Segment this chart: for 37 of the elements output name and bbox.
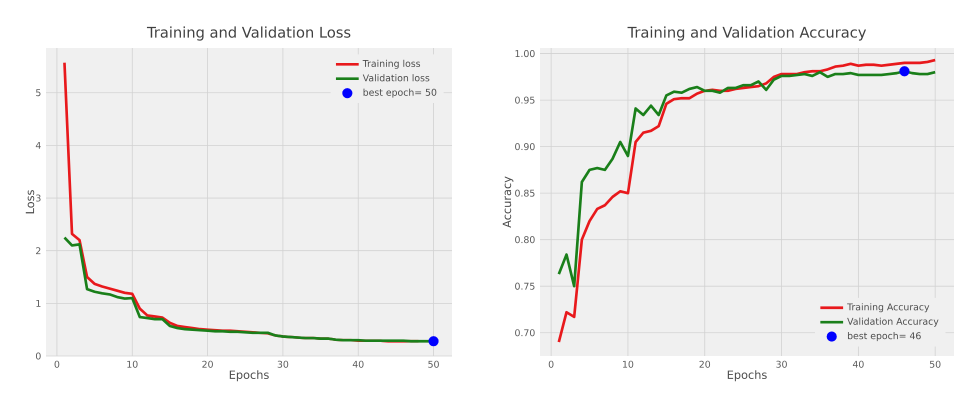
x-tick-label: 40 xyxy=(852,360,864,368)
y-tick-label: 0 xyxy=(36,352,41,360)
legend-label: Training loss xyxy=(362,60,420,69)
legend-label: best epoch= 50 xyxy=(364,88,436,98)
y-tick-label: 0.85 xyxy=(515,190,534,197)
y-tick-label: 1 xyxy=(36,300,40,307)
x-tick-label: 0 xyxy=(54,360,60,368)
x-tick-label: 10 xyxy=(127,360,138,368)
x-axis-title: Epochs xyxy=(230,370,269,382)
chart-title: Training and Validation Loss xyxy=(146,26,350,41)
x-axis-title: Epochs xyxy=(728,370,767,382)
legend-label: Training Accuracy xyxy=(847,303,930,312)
y-tick-label: 0.90 xyxy=(515,143,535,150)
y-tick-label: 5 xyxy=(36,89,40,96)
x-tick-label: 30 xyxy=(278,360,288,368)
x-tick-label: 50 xyxy=(930,360,940,368)
x-tick-label: 10 xyxy=(623,360,634,368)
x-tick-label: 50 xyxy=(428,360,439,368)
chart-title: Training and Validation Accuracy xyxy=(628,26,866,41)
legend-label: Validation loss xyxy=(362,74,430,82)
y-tick-label: 4 xyxy=(36,142,41,149)
x-tick-label: 20 xyxy=(202,360,213,368)
legend-label: Validation Accuracy xyxy=(847,318,939,327)
legend-label: best epoch= 46 xyxy=(848,332,921,342)
x-tick-label: 40 xyxy=(352,360,364,368)
y-tick-label: 0.70 xyxy=(515,329,535,336)
y-tick-label: 0.80 xyxy=(515,236,535,244)
y-axis-title: Loss xyxy=(26,190,34,214)
y-tick-label: 3 xyxy=(36,194,41,202)
y-tick-label: 2 xyxy=(36,247,40,254)
y-tick-label: 0.95 xyxy=(515,96,534,104)
x-tick-label: 30 xyxy=(776,360,787,368)
y-tick-label: 1.00 xyxy=(516,50,535,58)
x-tick-label: 20 xyxy=(700,360,710,368)
y-axis-title: Accuracy xyxy=(502,176,514,228)
y-tick-label: 0.75 xyxy=(515,282,534,290)
x-tick-label: 0 xyxy=(548,360,554,368)
